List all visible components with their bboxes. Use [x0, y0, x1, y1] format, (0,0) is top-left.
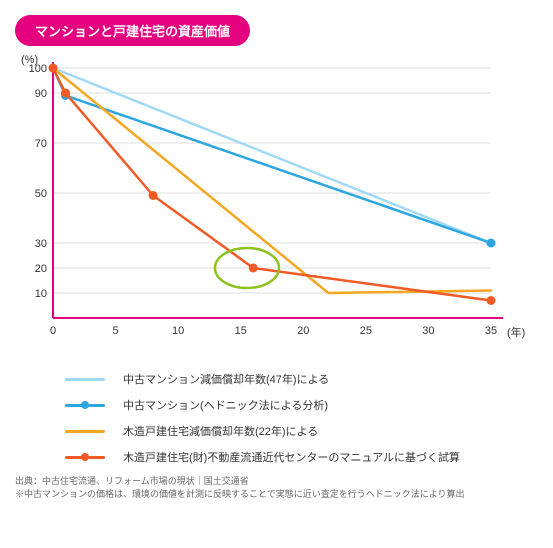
legend-label: 木造戸建住宅(財)不動産流通近代センターのマニュアルに基づく試算	[123, 449, 460, 465]
legend: 中古マンション減価償却年数(47年)による中古マンション(ヘドニック法による分析…	[65, 371, 538, 465]
legend-label: 木造戸建住宅減価償却年数(22年)による	[123, 423, 318, 439]
legend-label: 中古マンション(ヘドニック法による分析)	[123, 397, 328, 413]
legend-item: 中古マンション(ヘドニック法による分析)	[65, 397, 538, 413]
source-footnote: 出典：中古住宅流通、リフォーム市場の現状｜国土交通省 ※中古マンションの価格は、…	[15, 475, 538, 500]
svg-text:15: 15	[235, 325, 247, 337]
legend-item: 中古マンション減価償却年数(47年)による	[65, 371, 538, 387]
svg-text:25: 25	[360, 325, 372, 337]
footnote-line: 出典：中古住宅流通、リフォーム市場の現状｜国土交通省	[15, 475, 538, 488]
legend-item: 木造戸建住宅(財)不動産流通近代センターのマニュアルに基づく試算	[65, 449, 538, 465]
svg-text:20: 20	[297, 325, 309, 337]
svg-text:10: 10	[35, 288, 47, 300]
svg-text:20: 20	[35, 263, 47, 275]
series-wood-manual	[53, 68, 491, 301]
x-axis-unit: (年)	[507, 324, 525, 340]
svg-text:50: 50	[35, 188, 47, 200]
svg-text:35: 35	[485, 325, 497, 337]
series-wood-22yr	[53, 68, 491, 293]
svg-text:70: 70	[35, 138, 47, 150]
legend-swatch	[65, 404, 105, 407]
svg-text:5: 5	[113, 325, 119, 337]
value-decline-chart: 10203050709010005101520253035	[15, 58, 515, 348]
svg-text:10: 10	[172, 325, 184, 337]
legend-label: 中古マンション減価償却年数(47年)による	[123, 371, 329, 387]
svg-text:30: 30	[35, 238, 47, 250]
svg-text:0: 0	[50, 325, 56, 337]
svg-text:30: 30	[422, 325, 434, 337]
y-axis-unit: (%)	[21, 54, 38, 66]
legend-swatch	[65, 456, 105, 459]
chart-title-pill: マンションと戸建住宅の資産価値	[15, 15, 250, 46]
legend-swatch	[65, 430, 105, 433]
footnote-line: ※中古マンションの価格は、環境の価値を計測に反映することで実態に近い査定を行うヘ…	[15, 488, 538, 501]
legend-swatch	[65, 378, 105, 381]
legend-item: 木造戸建住宅減価償却年数(22年)による	[65, 423, 538, 439]
svg-text:90: 90	[35, 88, 47, 100]
chart-container: (%) 10203050709010005101520253035 (年)	[15, 58, 538, 353]
